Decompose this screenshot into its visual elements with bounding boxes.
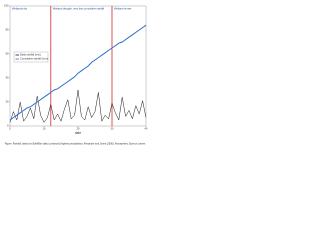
x-tick-label: 30 bbox=[111, 126, 114, 130]
caption: Figure: Rainfall, based on BoM/Bite dail… bbox=[5, 143, 146, 146]
x-tick-label: 40 bbox=[145, 126, 148, 130]
legend-box bbox=[13, 51, 49, 63]
period-label: Wetlands dry bbox=[12, 7, 28, 11]
period-label: Wetland drought, very low cumulative rai… bbox=[53, 7, 105, 11]
x-tick-label: 20 bbox=[77, 126, 80, 130]
legend-label: Daily rainfall (mm) bbox=[20, 53, 41, 57]
y-tick-label: 20 bbox=[6, 100, 9, 104]
x-axis-label: date bbox=[75, 131, 81, 135]
x-tick-label: 10 bbox=[43, 126, 46, 130]
series-line bbox=[9, 89, 147, 123]
y-tick-label: 80 bbox=[6, 28, 9, 32]
y-tick-label: 0 bbox=[7, 124, 9, 128]
page: {"chart_data": {"type": "line", "annotat… bbox=[0, 0, 150, 150]
series-line bbox=[9, 24, 147, 121]
legend-label: Cumulative rainfall (mm) bbox=[20, 57, 48, 61]
y-tick-label: 100 bbox=[4, 4, 9, 8]
y-tick-label: 60 bbox=[6, 52, 9, 56]
background bbox=[0, 0, 150, 150]
period-label: Wetland re-wet bbox=[114, 7, 132, 11]
y-tick-label: 40 bbox=[6, 76, 9, 80]
x-tick-label: 0 bbox=[9, 126, 11, 130]
chart: date Figure: Rainfall, based on BoM/Bite… bbox=[0, 0, 150, 150]
